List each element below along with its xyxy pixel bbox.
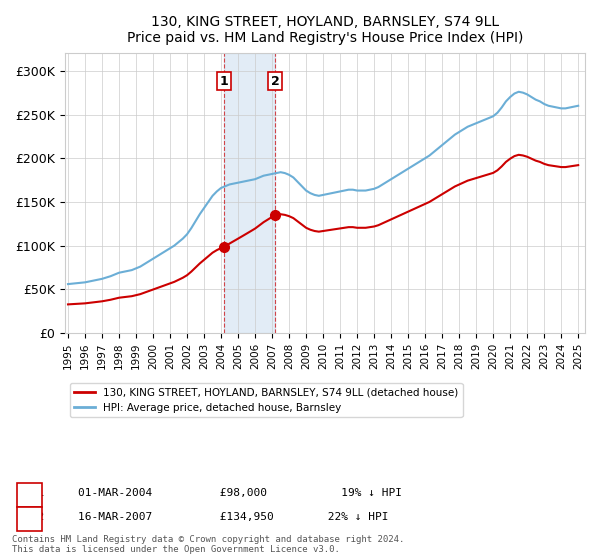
Text: Contains HM Land Registry data © Crown copyright and database right 2024.
This d: Contains HM Land Registry data © Crown c… bbox=[12, 535, 404, 554]
Text: 1     01-MAR-2004          £98,000           19% ↓ HPI: 1 01-MAR-2004 £98,000 19% ↓ HPI bbox=[24, 488, 402, 498]
Text: 2: 2 bbox=[271, 75, 280, 88]
Legend: 130, KING STREET, HOYLAND, BARNSLEY, S74 9LL (detached house), HPI: Average pric: 130, KING STREET, HOYLAND, BARNSLEY, S74… bbox=[70, 384, 463, 417]
Text: 2     16-MAR-2007          £134,950        22% ↓ HPI: 2 16-MAR-2007 £134,950 22% ↓ HPI bbox=[24, 512, 389, 522]
Text: 1: 1 bbox=[220, 75, 229, 88]
Title: 130, KING STREET, HOYLAND, BARNSLEY, S74 9LL
Price paid vs. HM Land Registry's H: 130, KING STREET, HOYLAND, BARNSLEY, S74… bbox=[127, 15, 523, 45]
